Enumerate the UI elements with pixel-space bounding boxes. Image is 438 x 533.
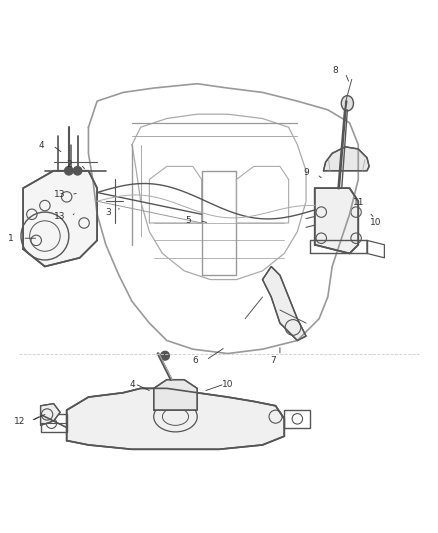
Text: 7: 7: [271, 356, 276, 365]
Text: 13: 13: [54, 190, 66, 199]
Text: 4: 4: [39, 141, 44, 150]
Polygon shape: [262, 266, 306, 341]
Text: 11: 11: [353, 198, 365, 207]
Polygon shape: [67, 389, 284, 449]
Text: 2: 2: [66, 160, 72, 169]
Text: 4: 4: [129, 379, 135, 389]
Polygon shape: [41, 403, 60, 425]
Text: 13: 13: [54, 212, 66, 221]
Polygon shape: [23, 171, 97, 266]
Text: 5: 5: [185, 216, 191, 225]
Text: 8: 8: [333, 66, 339, 75]
Circle shape: [64, 166, 73, 175]
Circle shape: [73, 166, 82, 175]
Polygon shape: [323, 147, 369, 171]
Text: 3: 3: [105, 207, 111, 216]
Text: 6: 6: [192, 356, 198, 365]
FancyBboxPatch shape: [23, 362, 415, 467]
Text: 10: 10: [222, 379, 233, 389]
Text: 1: 1: [8, 233, 14, 243]
Polygon shape: [315, 188, 358, 254]
Text: 10: 10: [370, 219, 381, 228]
Ellipse shape: [341, 96, 353, 111]
Text: 9: 9: [303, 168, 309, 177]
Circle shape: [161, 351, 170, 360]
Polygon shape: [154, 379, 197, 410]
Text: 12: 12: [14, 416, 25, 425]
